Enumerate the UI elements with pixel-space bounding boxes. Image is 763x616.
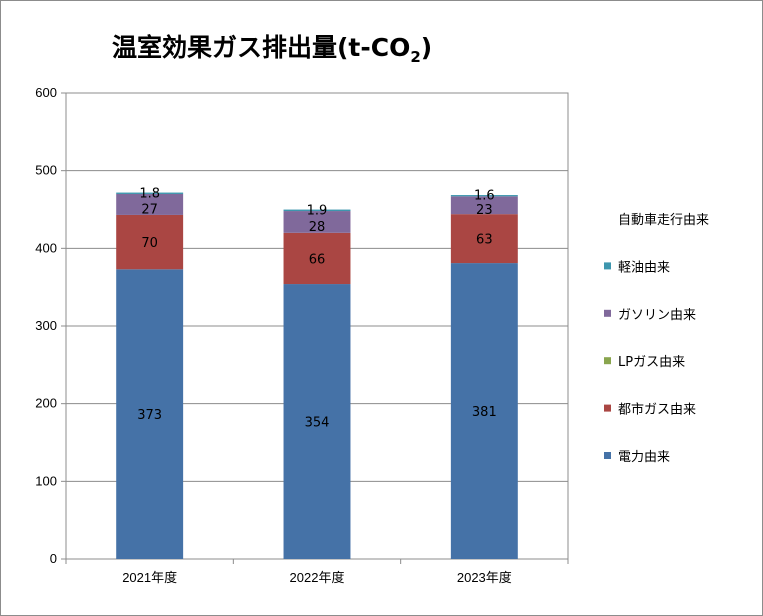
y-tick-label-500: 500 bbox=[35, 163, 57, 178]
data-label-series5-cat1: 1.8 bbox=[139, 186, 160, 201]
legend-label-3: LPガス由来 bbox=[618, 355, 685, 370]
legend-swatch-6 bbox=[604, 215, 611, 222]
legend-label-6: 自動車走行由来 bbox=[618, 213, 709, 228]
legend-swatch-1 bbox=[604, 452, 611, 459]
chart-title-close: ) bbox=[420, 33, 433, 62]
bar-series4-cat3 bbox=[450, 196, 518, 215]
x-tick-label-3: 2023年度 bbox=[457, 570, 512, 585]
data-label-series5-cat3: 1.6 bbox=[474, 189, 495, 204]
data-label-series1-cat2: 354 bbox=[305, 416, 330, 431]
bar-series5-cat2 bbox=[283, 209, 351, 212]
bar-series4-cat1 bbox=[116, 193, 184, 215]
legend-swatch-3 bbox=[604, 357, 611, 365]
y-tick-label-100: 100 bbox=[35, 473, 57, 488]
chart-title-text: 温室効果ガス排出量(t-CO bbox=[112, 33, 411, 62]
legend-swatch-5 bbox=[604, 262, 611, 270]
x-tick-label-2: 2022年度 bbox=[290, 570, 345, 585]
bar-series5-cat3 bbox=[450, 195, 518, 197]
legend-label-2: 都市ガス由来 bbox=[618, 402, 696, 418]
bar-series5-cat1 bbox=[116, 192, 184, 194]
legend-swatch-2 bbox=[604, 404, 611, 412]
bar-series2-cat1 bbox=[116, 214, 184, 270]
bar-series1-cat3 bbox=[450, 263, 518, 559]
y-tick-label-300: 300 bbox=[35, 318, 57, 333]
data-label-series2-cat2: 66 bbox=[309, 252, 326, 267]
data-label-series2-cat1: 70 bbox=[141, 236, 158, 251]
data-label-series5-cat2: 1.9 bbox=[307, 203, 328, 218]
bar-series1-cat2 bbox=[283, 284, 351, 559]
y-tick-label-0: 0 bbox=[50, 551, 57, 566]
bar-series4-cat2 bbox=[283, 211, 351, 233]
legend-label-4: ガソリン由来 bbox=[618, 308, 696, 323]
chart-title-subscript: 2 bbox=[410, 48, 421, 66]
data-label-series4-cat1: 27 bbox=[141, 202, 158, 217]
bars bbox=[116, 192, 518, 559]
data-label-series2-cat3: 63 bbox=[476, 233, 493, 248]
data-label-series4-cat2: 28 bbox=[309, 220, 326, 235]
legend-label-1: 電力由来 bbox=[618, 450, 670, 465]
bar-series2-cat2 bbox=[283, 232, 351, 285]
y-tick-label-400: 400 bbox=[35, 240, 57, 255]
bar-series1-cat1 bbox=[116, 269, 184, 559]
chart-title: 温室効果ガス排出量(t-CO2) bbox=[112, 28, 432, 66]
data-label-series1-cat1: 373 bbox=[137, 408, 162, 423]
legend-swatch-4 bbox=[604, 309, 611, 317]
data-labels: 373 70 271.8 354 66 28 1.9 381 63 231.6 bbox=[137, 186, 496, 430]
x-tick-label-1: 2021年度 bbox=[122, 570, 177, 585]
y-tick-label-200: 200 bbox=[35, 396, 57, 411]
data-label-series1-cat3: 381 bbox=[472, 405, 497, 420]
bar-series2-cat3 bbox=[450, 214, 518, 264]
legend-label-5: 軽油由来 bbox=[618, 260, 670, 275]
data-label-series4-cat3: 23 bbox=[476, 203, 493, 218]
y-tick-label-600: 600 bbox=[35, 85, 57, 100]
